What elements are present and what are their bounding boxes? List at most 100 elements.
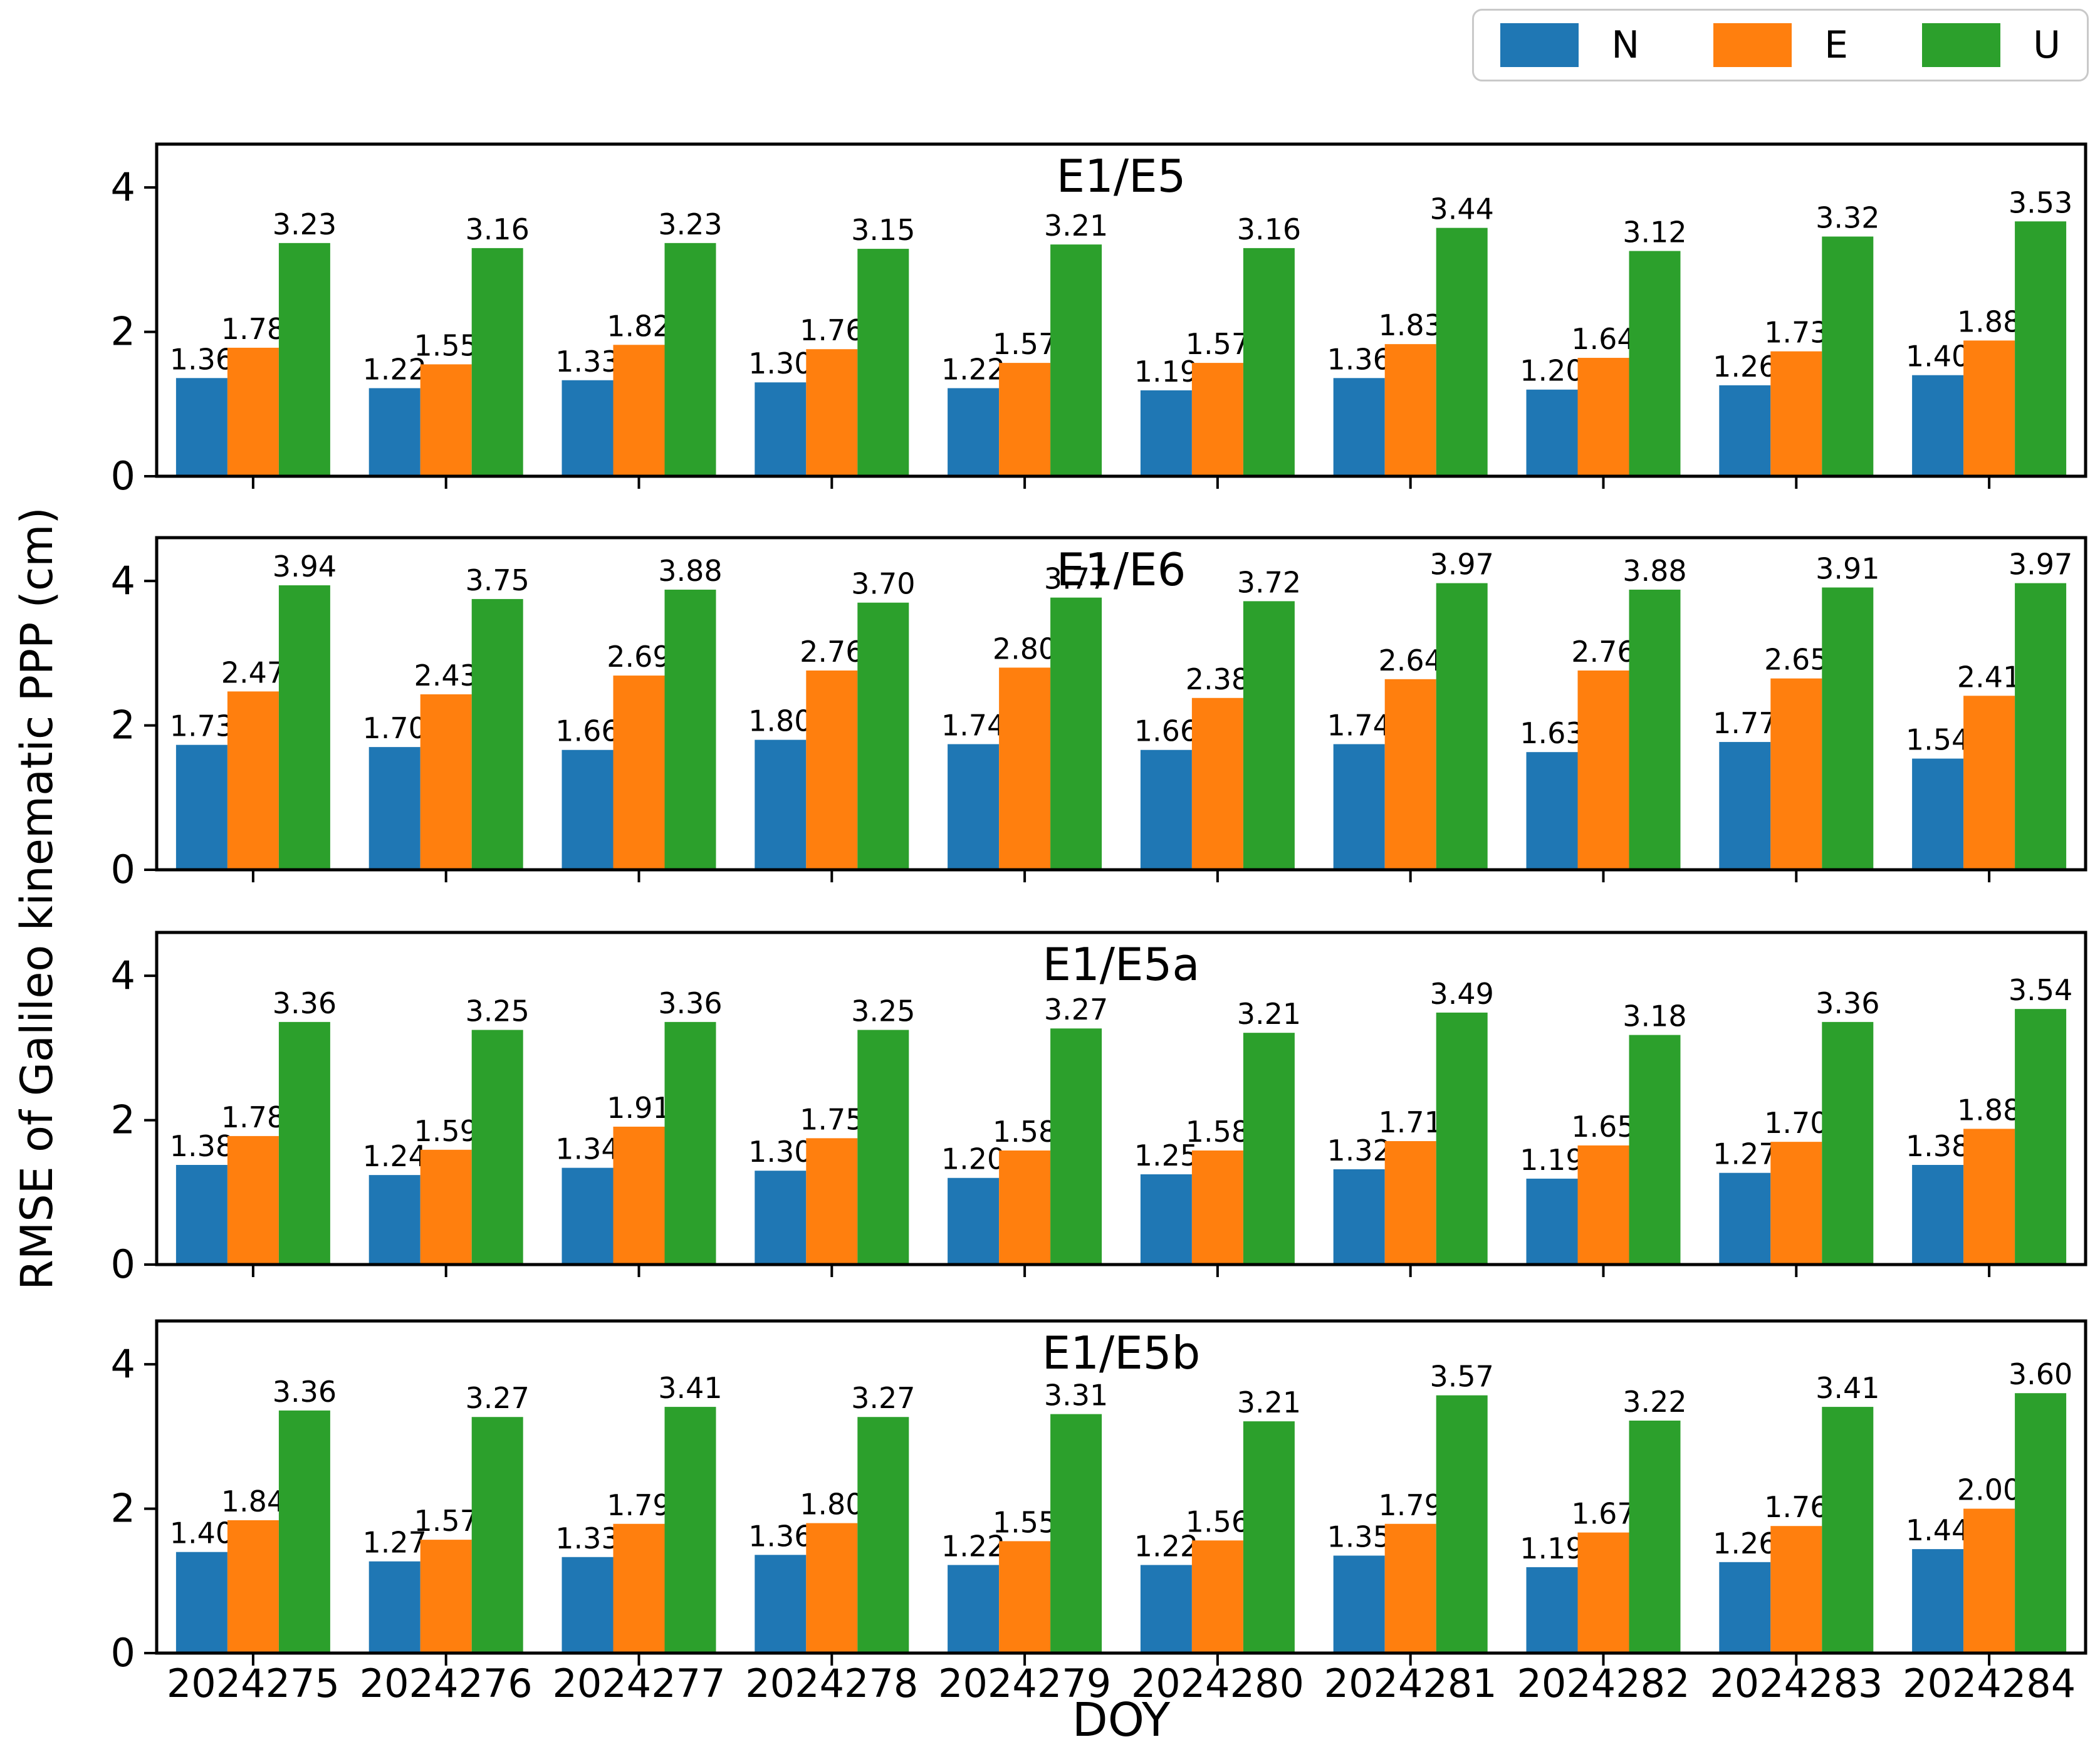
bar-value-label: 3.22: [1622, 1385, 1686, 1419]
bar-N-2024276: [368, 1561, 421, 1653]
bar-E-2024284: [1963, 696, 2015, 870]
bar-N-2024279: [948, 1177, 1000, 1265]
bar-N-2024280: [1140, 749, 1192, 870]
bar-value-label: 1.80: [800, 1488, 864, 1521]
panel-title: E1/E5: [1057, 150, 1186, 202]
bar-E-2024278: [806, 1523, 858, 1653]
bar-value-label: 1.73: [1764, 316, 1828, 350]
bar-U-2024280: [1243, 1033, 1295, 1265]
bar-N-2024284: [1912, 375, 1964, 476]
bar-N-2024280: [1140, 1565, 1192, 1653]
bar-N-2024283: [1719, 742, 1771, 870]
bar-N-2024284: [1912, 758, 1964, 870]
legend-item-n: N: [1500, 23, 1639, 67]
bar-N-2024282: [1526, 752, 1578, 870]
bar-value-label: 2.47: [221, 655, 285, 689]
panel-title: E1/E6: [1057, 543, 1186, 596]
bar-E-2024283: [1770, 1526, 1822, 1653]
bar-E-2024277: [613, 1523, 665, 1653]
bar-E-2024280: [1191, 1150, 1243, 1265]
bar-value-label: 3.75: [465, 563, 529, 597]
bar-value-label: 1.74: [1327, 709, 1391, 743]
bar-value-label: 1.71: [1378, 1105, 1442, 1139]
bar-U-2024281: [1436, 227, 1488, 476]
panel-frame: [155, 142, 2087, 478]
bar-E-2024280: [1191, 697, 1243, 870]
bar-value-label: 1.27: [1713, 1137, 1777, 1171]
bar-value-label: 1.40: [170, 1516, 234, 1550]
bar-value-label: 1.26: [1713, 1527, 1777, 1560]
bar-value-label: 1.33: [555, 345, 619, 378]
bar-N-2024283: [1719, 1562, 1771, 1653]
bar-E-2024279: [999, 1150, 1051, 1265]
bar-U-2024284: [2015, 221, 2067, 476]
bar-value-label: 1.34: [555, 1132, 619, 1166]
bar-N-2024280: [1140, 1174, 1192, 1265]
bar-N-2024279: [948, 388, 1000, 476]
bar-value-label: 3.49: [1429, 977, 1493, 1011]
bar-E-2024283: [1770, 1142, 1822, 1265]
bar-U-2024275: [278, 1021, 330, 1265]
bar-U-2024279: [1050, 1414, 1102, 1653]
bar-value-label: 3.36: [273, 1375, 337, 1409]
x-tick-label: 2024284: [1903, 1661, 2076, 1706]
y-tick-label: 0: [111, 453, 135, 499]
bar-value-label: 3.27: [851, 1381, 915, 1415]
bar-U-2024278: [857, 1417, 909, 1653]
bar-E-2024277: [613, 676, 665, 870]
legend-label-e: E: [1824, 23, 1849, 67]
bar-U-2024281: [1436, 1012, 1488, 1265]
bar-value-label: 3.72: [1237, 565, 1301, 599]
x-tick-label: 2024281: [1324, 1661, 1497, 1706]
legend-swatch-u-icon: [1922, 23, 2001, 67]
bar-value-label: 3.41: [658, 1371, 722, 1405]
bar-value-label: 1.79: [1378, 1488, 1442, 1522]
bar-value-label: 3.32: [1815, 201, 1879, 234]
bar-N-2024284: [1912, 1165, 1964, 1265]
bar-E-2024284: [1963, 340, 2015, 476]
y-tick-label: 2: [111, 309, 135, 355]
bar-value-label: 1.66: [555, 714, 619, 748]
bar-E-2024284: [1963, 1129, 2015, 1265]
bar-N-2024279: [948, 744, 1000, 870]
bar-E-2024282: [1577, 1532, 1629, 1653]
bar-E-2024276: [420, 1540, 472, 1653]
bar-E-2024283: [1770, 351, 1822, 476]
x-tick-label: 2024280: [1131, 1661, 1304, 1706]
bar-value-label: 1.25: [1134, 1139, 1198, 1172]
bar-N-2024281: [1333, 1169, 1385, 1265]
bar-value-label: 3.57: [1429, 1360, 1493, 1394]
x-tick-label: 2024276: [360, 1661, 533, 1706]
bar-value-label: 3.27: [465, 1381, 529, 1415]
bar-value-label: 1.59: [414, 1114, 478, 1148]
bar-value-label: 1.70: [362, 711, 426, 745]
bar-N-2024275: [175, 744, 227, 870]
bar-value-label: 1.30: [748, 347, 812, 380]
bar-E-2024281: [1384, 1523, 1436, 1653]
bar-value-label: 1.36: [748, 1519, 812, 1553]
bar-E-2024284: [1963, 1508, 2015, 1653]
bar-value-label: 3.21: [1237, 1386, 1301, 1419]
panel-title: E1/E5b: [1042, 1327, 1201, 1379]
bar-U-2024283: [1822, 1407, 1874, 1653]
bar-E-2024276: [420, 1149, 472, 1265]
bar-E-2024280: [1191, 1540, 1243, 1653]
x-tick-label: 2024279: [938, 1661, 1111, 1706]
bar-value-label: 1.22: [941, 1529, 1005, 1563]
x-tick-label: 2024277: [552, 1661, 725, 1706]
bar-value-label: 2.69: [607, 640, 671, 674]
bar-E-2024279: [999, 667, 1051, 870]
bar-value-label: 1.65: [1571, 1110, 1635, 1144]
bar-N-2024281: [1333, 1555, 1385, 1653]
bar-value-label: 1.19: [1520, 1532, 1584, 1565]
bar-U-2024283: [1822, 236, 1874, 476]
bar-U-2024282: [1629, 1035, 1681, 1265]
bar-N-2024284: [1912, 1549, 1964, 1653]
bar-value-label: 1.58: [1186, 1115, 1250, 1149]
bar-value-label: 2.76: [1571, 635, 1635, 669]
bar-E-2024277: [613, 345, 665, 476]
y-tick-label: 4: [111, 952, 135, 998]
bar-N-2024281: [1333, 378, 1385, 476]
bar-E-2024278: [806, 671, 858, 870]
bar-value-label: 1.74: [941, 709, 1005, 743]
